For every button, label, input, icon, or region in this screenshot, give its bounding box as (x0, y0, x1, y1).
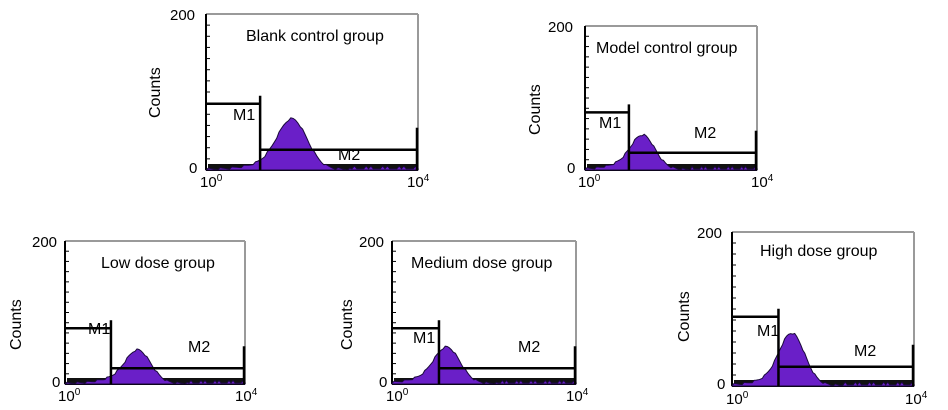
y-tick-min: 0 (717, 376, 726, 393)
marker-m2-label: M2 (694, 125, 717, 142)
y-tick-min: 0 (189, 160, 198, 177)
marker-m1-label: M1 (757, 323, 780, 340)
group-title: Blank control group (246, 28, 384, 45)
group-title: Model control group (596, 40, 738, 57)
marker-m2-label: M2 (188, 339, 211, 356)
group-title: High dose group (760, 243, 878, 260)
x-tick-min: 100 (58, 387, 81, 405)
y-tick-max: 200 (32, 234, 58, 251)
x-tick-min: 100 (578, 173, 601, 191)
baseline-band (734, 380, 912, 385)
baseline-band (587, 164, 755, 169)
marker-m1-label: M1 (413, 330, 436, 347)
marker-m1-label: M1 (599, 115, 622, 132)
y-tick-min: 0 (52, 374, 61, 391)
x-tick-max: 104 (235, 387, 258, 405)
histogram-series (64, 348, 246, 385)
x-tick-max: 104 (905, 390, 928, 408)
histogram-series (731, 332, 915, 387)
x-tick-min: 100 (726, 390, 749, 408)
x-tick-min: 100 (200, 173, 223, 191)
x-tick-max: 104 (751, 173, 774, 191)
y-tick-max: 200 (548, 19, 574, 36)
marker-m1-label: M1 (233, 107, 256, 124)
y-tick-max: 200 (697, 225, 723, 242)
baseline-band (394, 378, 574, 383)
y-tick-min: 0 (567, 160, 576, 177)
marker-m1-label: M1 (88, 321, 111, 338)
y-axis-label: Counts (676, 291, 693, 342)
y-tick-max: 200 (170, 7, 196, 24)
y-tick-min: 0 (379, 374, 388, 391)
y-tick-max: 200 (359, 234, 385, 251)
marker-m2-label: M2 (518, 339, 541, 356)
x-tick-min: 100 (386, 387, 409, 405)
x-tick-max: 104 (407, 173, 430, 191)
group-title: Low dose group (101, 255, 215, 272)
group-title: Medium dose group (411, 255, 553, 272)
marker-m2-label: M2 (338, 147, 361, 164)
marker-m2-label: M2 (854, 343, 877, 360)
x-tick-max: 104 (566, 387, 589, 405)
